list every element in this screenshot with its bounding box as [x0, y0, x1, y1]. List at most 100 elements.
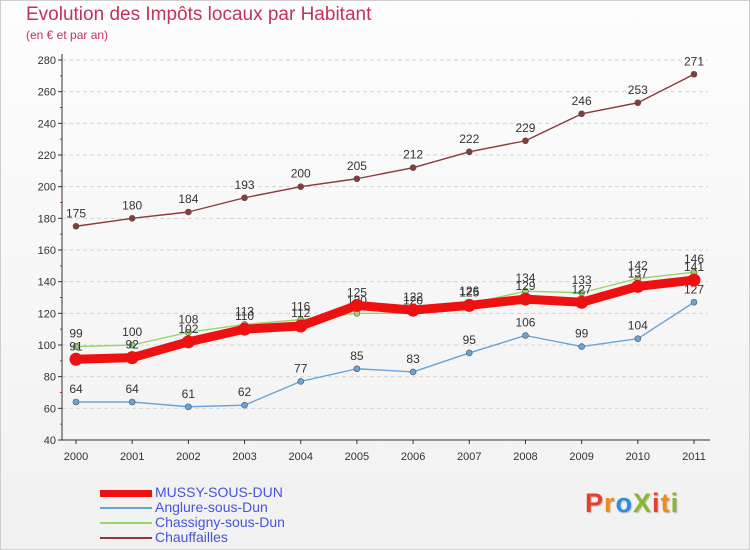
legend-swatch — [100, 489, 152, 497]
data-point — [72, 398, 80, 406]
data-label: 205 — [347, 159, 367, 173]
data-point — [128, 398, 136, 406]
data-point — [634, 99, 642, 107]
data-point — [350, 298, 364, 312]
data-label: 175 — [66, 206, 86, 220]
data-label: 106 — [515, 316, 535, 330]
data-point — [128, 341, 136, 349]
data-label: 108 — [178, 312, 198, 326]
legend-label: MUSSY-SOUS-DUN — [155, 484, 283, 500]
x-tick-label: 2010 — [626, 451, 650, 463]
data-point — [575, 295, 589, 309]
y-tick-label: 200 — [38, 182, 56, 194]
data-point — [406, 303, 420, 317]
data-label: 184 — [178, 192, 198, 206]
data-label: 99 — [575, 327, 589, 341]
x-tick-label: 2009 — [569, 451, 593, 463]
y-tick-label: 120 — [38, 308, 56, 320]
data-label: 142 — [628, 259, 648, 273]
data-point — [297, 378, 305, 385]
data-label: 127 — [572, 282, 592, 296]
x-tick-label: 2001 — [120, 451, 144, 463]
data-point — [578, 110, 585, 118]
y-tick-label: 100 — [38, 340, 56, 352]
logo-letter: i — [670, 488, 680, 518]
data-label: 253 — [628, 83, 648, 97]
data-label: 113 — [235, 304, 254, 318]
y-tick-label: 220 — [38, 150, 56, 162]
data-label: 193 — [235, 178, 255, 192]
x-tick-label: 2003 — [232, 451, 256, 463]
y-tick-label: 160 — [38, 245, 56, 257]
data-label: 92 — [126, 338, 140, 352]
data-point — [69, 352, 83, 366]
data-point — [690, 298, 698, 306]
data-point — [72, 222, 80, 230]
data-label: 62 — [238, 385, 252, 399]
x-tick-label: 2007 — [457, 451, 481, 463]
logo-letter: t — [660, 488, 671, 518]
data-label: 77 — [294, 361, 308, 375]
proxiti-logo: ProXiti — [585, 488, 679, 519]
x-tick-label: 2011 — [682, 451, 706, 463]
legend-swatch — [100, 522, 152, 524]
data-label: 271 — [684, 54, 704, 68]
data-label: 141 — [684, 260, 704, 274]
data-label: 137 — [628, 266, 648, 280]
data-point — [128, 215, 136, 222]
data-label: 61 — [182, 387, 196, 401]
data-point — [353, 175, 361, 183]
data-label: 222 — [459, 132, 479, 146]
data-label: 212 — [403, 148, 423, 162]
x-tick-label: 2008 — [513, 451, 537, 463]
data-point — [241, 401, 248, 409]
data-label: 112 — [291, 306, 310, 320]
x-tick-label: 2002 — [176, 451, 200, 463]
data-label: 125 — [347, 285, 367, 299]
data-label: 126 — [459, 284, 479, 298]
data-point — [518, 292, 532, 306]
data-point — [185, 403, 192, 411]
series-line — [75, 271, 695, 348]
legend-swatch — [100, 507, 152, 509]
data-label: 125 — [459, 285, 479, 299]
data-point — [185, 208, 192, 216]
data-point — [297, 183, 305, 190]
data-label: 64 — [126, 382, 140, 396]
line-chart: 40 60 80 100 120 140 160 180 200 220 240 260 280 2000… — [38, 54, 710, 463]
y-tick-label: 260 — [38, 87, 56, 99]
data-label: 91 — [69, 339, 83, 353]
series-line — [75, 301, 695, 408]
data-label: 146 — [684, 252, 704, 266]
y-tick-label: 180 — [38, 213, 56, 225]
data-point — [578, 343, 585, 350]
y-tick-label: 40 — [44, 435, 56, 447]
data-label: 102 — [178, 322, 198, 336]
x-tick-label: 2005 — [345, 451, 369, 463]
data-point — [353, 365, 361, 373]
data-label: 134 — [515, 271, 535, 285]
data-label: 85 — [350, 349, 364, 363]
data-point — [181, 335, 195, 349]
data-point — [634, 335, 642, 342]
data-label: 64 — [69, 382, 83, 396]
data-label: 104 — [628, 319, 648, 333]
data-point — [238, 322, 252, 336]
chart-subtitle: (en € et par an) — [26, 28, 109, 42]
logo-letter: X — [633, 488, 653, 518]
data-label: 95 — [463, 333, 477, 347]
legend-label: Chassigny-sous-Dun — [155, 514, 285, 530]
data-label: 200 — [291, 167, 311, 181]
data-point — [465, 349, 473, 357]
data-label: 120 — [403, 293, 423, 307]
data-label: 83 — [406, 352, 420, 366]
data-point — [72, 343, 80, 350]
x-tick-label: 2004 — [288, 451, 312, 463]
chart-title: Evolution des Impôts locaux par Habitant — [26, 4, 372, 25]
data-label: 122 — [403, 290, 423, 304]
data-label: 246 — [572, 94, 592, 108]
logo-letter: r — [604, 488, 616, 518]
data-point — [690, 70, 698, 78]
data-point — [409, 164, 417, 171]
series-line — [71, 275, 699, 364]
